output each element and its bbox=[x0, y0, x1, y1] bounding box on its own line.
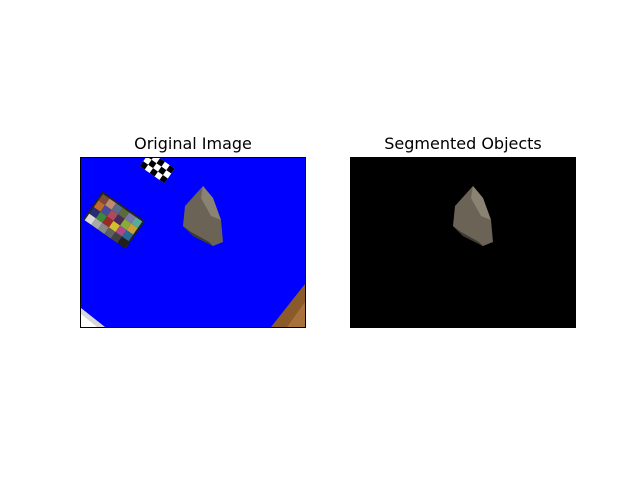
blue-table-surface bbox=[81, 158, 305, 327]
segmented-image bbox=[351, 158, 575, 327]
original-image-title: Original Image bbox=[134, 134, 252, 153]
stone-object bbox=[183, 186, 223, 246]
segmented-stone-object bbox=[453, 186, 493, 246]
segmented-objects-frame bbox=[350, 157, 576, 328]
color-checker-card bbox=[83, 191, 146, 249]
original-image-frame bbox=[80, 157, 306, 328]
segmented-objects-title: Segmented Objects bbox=[384, 134, 542, 153]
original-image bbox=[81, 158, 305, 327]
checkerboard-target bbox=[139, 158, 175, 184]
